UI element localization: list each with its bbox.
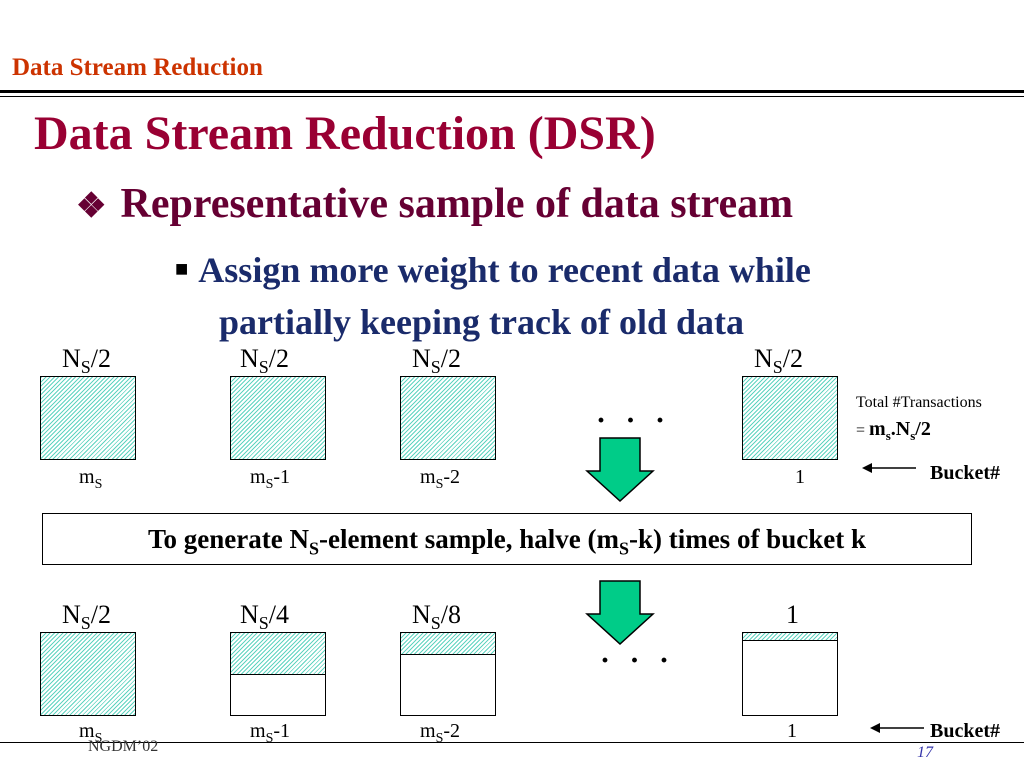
bottom-bucket-size-label: NS/2	[62, 600, 112, 634]
bottom-bucket-index: mS-2	[420, 720, 461, 746]
top-bucket-size-label: NS/2	[62, 344, 112, 378]
footer-left: NGDM’02	[88, 738, 159, 755]
bullet-level1: ❖ Representative sample of data stream	[76, 180, 793, 228]
top-bucket-index: mS	[79, 466, 103, 492]
ellipsis-bottom: · · ·	[600, 644, 676, 677]
bottom-bucket	[742, 632, 838, 716]
header-rule-thin	[0, 96, 1024, 97]
slide-header: Data Stream Reduction	[12, 54, 263, 81]
halving-rule-banner: To generate NS-element sample, halve (mS…	[42, 513, 972, 565]
bucket-number-label-bottom: Bucket#	[930, 720, 1000, 742]
down-arrow-icon	[585, 437, 655, 503]
ellipsis-top: · · ·	[596, 404, 672, 437]
header-rule-thick	[0, 90, 1024, 93]
bottom-bucket	[230, 632, 326, 716]
down-arrow-icon	[585, 580, 655, 646]
page-number: 17	[917, 744, 933, 761]
top-bucket-size-label: NS/2	[754, 344, 804, 378]
left-arrow-icon	[862, 463, 916, 473]
bottom-bucket	[40, 632, 136, 716]
bucket-fill	[231, 633, 325, 675]
bottom-bucket-index: 1	[787, 720, 797, 742]
slide-title: Data Stream Reduction (DSR)	[34, 107, 656, 160]
bullet-level2-line2: partially keeping track of old data	[219, 302, 745, 342]
bottom-bucket-index: mS	[79, 720, 103, 746]
bucket-fill	[401, 633, 495, 655]
bucket-number-label-top: Bucket#	[930, 462, 1000, 484]
total-transactions-formula: = ms.Ns/2	[856, 418, 931, 443]
square-bullet-icon: ■	[175, 256, 189, 281]
top-bucket-size-label: NS/2	[240, 344, 290, 378]
bullet-level1-text: Representative sample of data stream	[120, 181, 794, 227]
bucket-fill	[41, 633, 135, 715]
top-bucket	[742, 376, 838, 460]
top-bucket	[400, 376, 496, 460]
bullet-level2: ■ Assign more weight to recent data while…	[175, 243, 811, 348]
top-bucket	[40, 376, 136, 460]
bullet-level2-line1: Assign more weight to recent data while	[198, 250, 811, 290]
bottom-bucket-size-label: NS/8	[412, 600, 462, 634]
diamond-cluster-icon: ❖	[76, 188, 107, 225]
bottom-bucket-size-label: 1	[786, 600, 799, 629]
top-bucket	[230, 376, 326, 460]
footer-rule	[0, 742, 1024, 743]
left-arrow-icon	[870, 723, 924, 733]
bucket-fill	[743, 633, 837, 641]
bottom-bucket-index: mS-1	[250, 720, 291, 746]
top-bucket-index: mS-1	[250, 466, 291, 492]
top-bucket-index: mS-2	[420, 466, 461, 492]
bottom-bucket-size-label: NS/4	[240, 600, 290, 634]
top-bucket-size-label: NS/2	[412, 344, 462, 378]
bottom-bucket	[400, 632, 496, 716]
top-bucket-index: 1	[795, 466, 805, 488]
total-transactions-label: Total #Transactions	[856, 394, 982, 411]
